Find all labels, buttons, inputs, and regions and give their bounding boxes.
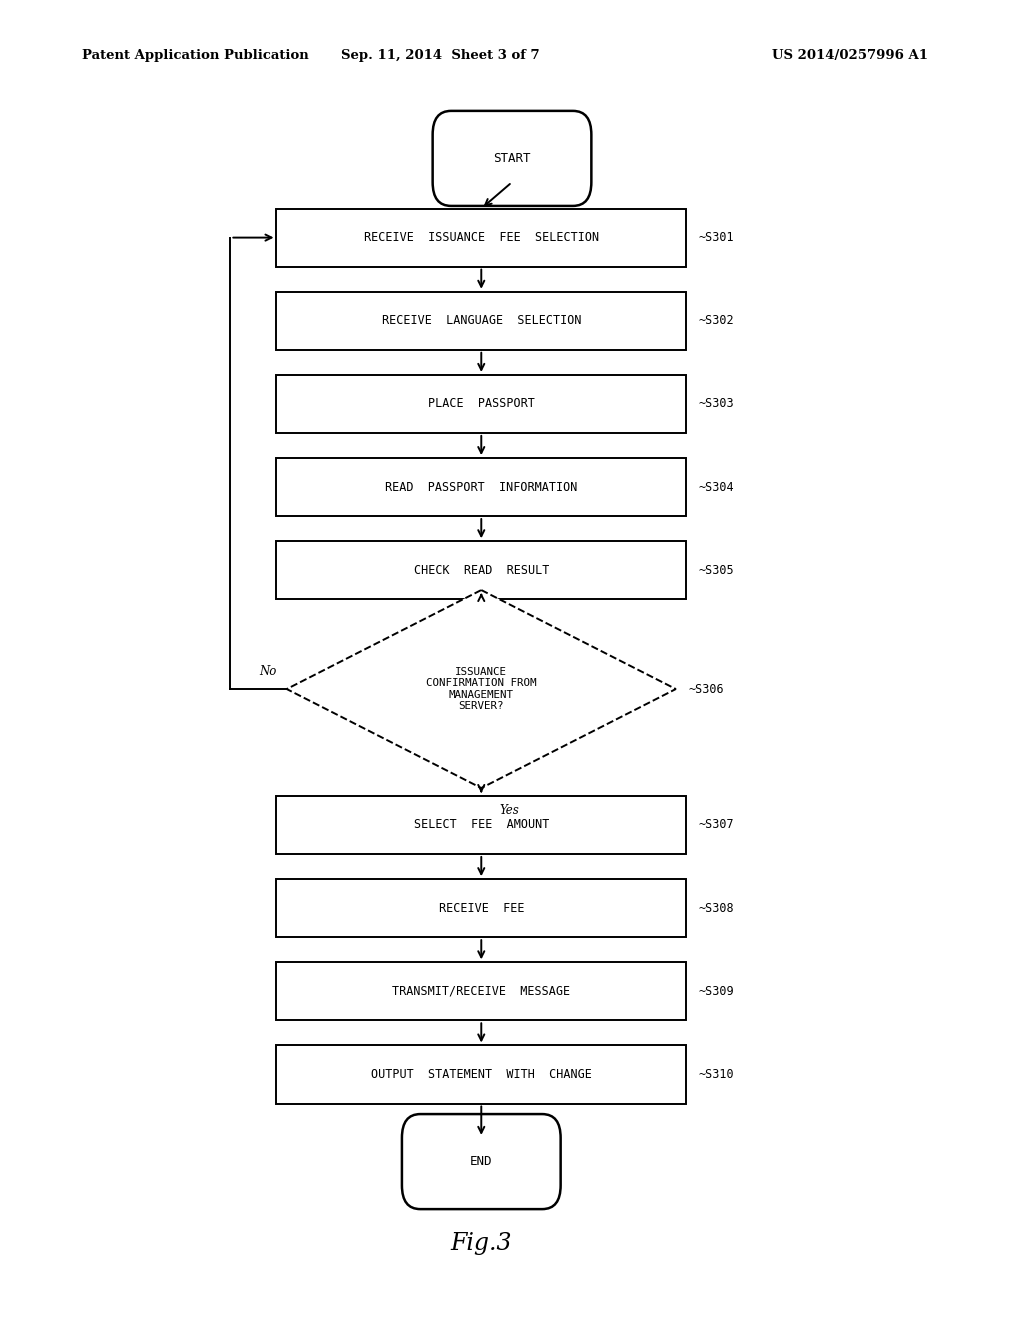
Text: CHECK  READ  RESULT: CHECK READ RESULT [414, 564, 549, 577]
Text: ~S308: ~S308 [698, 902, 734, 915]
Polygon shape [287, 590, 676, 788]
Text: PLACE  PASSPORT: PLACE PASSPORT [428, 397, 535, 411]
Text: ~S304: ~S304 [698, 480, 734, 494]
FancyBboxPatch shape [276, 292, 686, 350]
Text: START: START [494, 152, 530, 165]
Text: ~S307: ~S307 [698, 818, 734, 832]
FancyBboxPatch shape [276, 541, 686, 599]
Text: Fig.3: Fig.3 [451, 1232, 512, 1255]
Text: ~S309: ~S309 [698, 985, 734, 998]
FancyBboxPatch shape [432, 111, 592, 206]
FancyBboxPatch shape [401, 1114, 561, 1209]
FancyBboxPatch shape [276, 1045, 686, 1104]
FancyBboxPatch shape [276, 796, 686, 854]
Text: RECEIVE  LANGUAGE  SELECTION: RECEIVE LANGUAGE SELECTION [382, 314, 581, 327]
Text: ~S305: ~S305 [698, 564, 734, 577]
Text: TRANSMIT/RECEIVE  MESSAGE: TRANSMIT/RECEIVE MESSAGE [392, 985, 570, 998]
Text: SELECT  FEE  AMOUNT: SELECT FEE AMOUNT [414, 818, 549, 832]
FancyBboxPatch shape [276, 375, 686, 433]
Text: ~S302: ~S302 [698, 314, 734, 327]
FancyBboxPatch shape [276, 962, 686, 1020]
Text: READ  PASSPORT  INFORMATION: READ PASSPORT INFORMATION [385, 480, 578, 494]
Text: RECEIVE  FEE: RECEIVE FEE [438, 902, 524, 915]
Text: ~S303: ~S303 [698, 397, 734, 411]
Text: END: END [470, 1155, 493, 1168]
Text: US 2014/0257996 A1: US 2014/0257996 A1 [772, 49, 928, 62]
Text: RECEIVE  ISSUANCE  FEE  SELECTION: RECEIVE ISSUANCE FEE SELECTION [364, 231, 599, 244]
Text: Yes: Yes [500, 804, 519, 817]
FancyBboxPatch shape [276, 458, 686, 516]
Text: ~S310: ~S310 [698, 1068, 734, 1081]
FancyBboxPatch shape [276, 209, 686, 267]
Text: ~S301: ~S301 [698, 231, 734, 244]
FancyBboxPatch shape [276, 879, 686, 937]
Text: OUTPUT  STATEMENT  WITH  CHANGE: OUTPUT STATEMENT WITH CHANGE [371, 1068, 592, 1081]
Text: ISSUANCE
CONFIRMATION FROM
MANAGEMENT
SERVER?: ISSUANCE CONFIRMATION FROM MANAGEMENT SE… [426, 667, 537, 711]
Text: Patent Application Publication: Patent Application Publication [82, 49, 308, 62]
Text: No: No [259, 665, 276, 678]
Text: Sep. 11, 2014  Sheet 3 of 7: Sep. 11, 2014 Sheet 3 of 7 [341, 49, 540, 62]
Text: ~S306: ~S306 [688, 682, 724, 696]
